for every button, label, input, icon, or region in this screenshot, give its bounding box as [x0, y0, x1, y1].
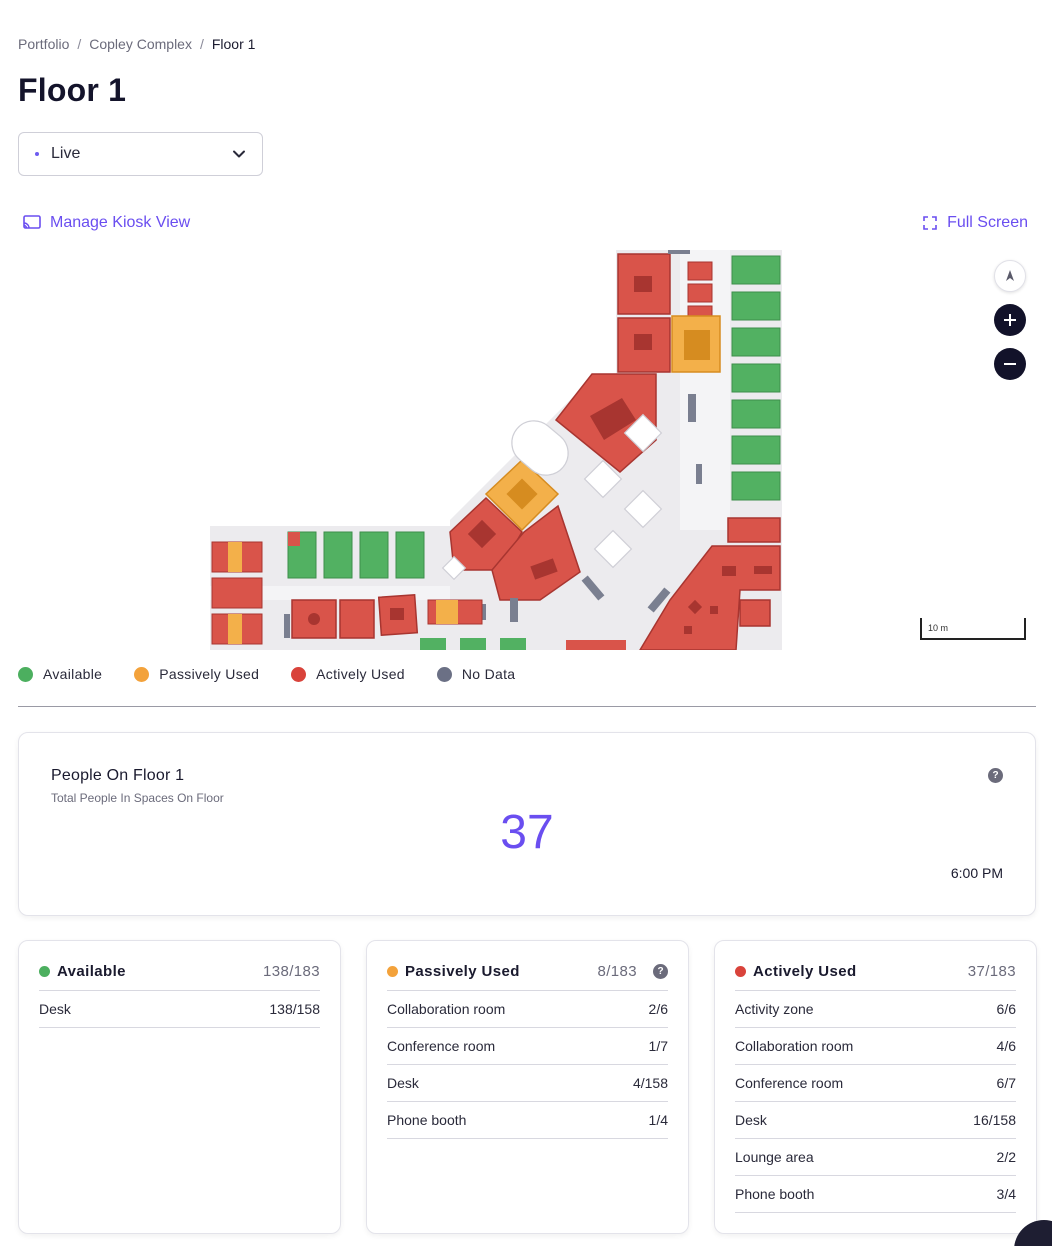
full-screen-label: Full Screen: [947, 214, 1028, 231]
row-value: 6/6: [996, 1001, 1016, 1017]
table-row: Phone booth 3/4: [735, 1176, 1016, 1213]
legend-label: Available: [43, 666, 103, 682]
live-dot-icon: [35, 152, 39, 156]
card-title: Available: [57, 962, 126, 980]
compass-icon: [1006, 270, 1014, 281]
breadcrumb-separator: /: [77, 36, 82, 52]
legend-dot-icon: [134, 666, 150, 682]
actively-used-card: Actively Used 37/183 Activity zone 6/6 C…: [714, 940, 1037, 1234]
fullscreen-icon: [923, 216, 937, 230]
breadcrumb-current: Floor 1: [211, 36, 256, 52]
legend-label: Passively Used: [159, 666, 260, 682]
card-header: Available 138/183: [39, 961, 320, 981]
table-row: Collaboration room 2/6: [387, 991, 668, 1028]
zoom-in-button[interactable]: [994, 304, 1026, 336]
card-header: Passively Used 8/183 ?: [387, 961, 668, 981]
table-row: Conference room 1/7: [387, 1028, 668, 1065]
legend-no-data: No Data: [436, 666, 516, 682]
people-count: 37: [500, 806, 554, 859]
row-label: Collaboration room: [735, 1038, 854, 1054]
row-label: Conference room: [387, 1038, 496, 1054]
card-total: 8/183: [597, 962, 637, 980]
card-total: 37/183: [967, 962, 1016, 980]
zoom-in-icon: [1004, 314, 1016, 326]
map-scale-bar: 10 m: [920, 618, 1026, 640]
people-on-floor-card: People On Floor 1 Total People In Spaces…: [18, 732, 1036, 916]
legend-label: Actively Used: [316, 666, 405, 682]
status-dot-icon: [735, 965, 746, 977]
status-dot-icon: [39, 965, 50, 977]
row-value: 2/6: [648, 1001, 668, 1017]
card-title: Actively Used: [753, 962, 857, 980]
card-rows: Activity zone 6/6 Collaboration room 4/6…: [735, 990, 1016, 1213]
help-icon[interactable]: ?: [988, 768, 1003, 783]
table-row: Desk 4/158: [387, 1065, 668, 1102]
row-value: 1/4: [648, 1112, 668, 1128]
legend-dot-icon: [18, 666, 33, 682]
row-label: Desk: [39, 1001, 71, 1017]
legend-label: No Data: [461, 666, 516, 682]
legend-dot-icon: [436, 666, 452, 682]
row-value: 4/6: [996, 1038, 1016, 1054]
legend-dot-icon: [291, 666, 307, 682]
people-card-title: People On Floor 1: [51, 767, 185, 784]
mode-select[interactable]: Live: [18, 132, 263, 176]
table-row: Desk 16/158: [735, 1102, 1016, 1139]
table-row: Activity zone 6/6: [735, 991, 1016, 1028]
available-card: Available 138/183 Desk 138/158: [18, 940, 341, 1234]
manage-kiosk-view-label: Manage Kiosk View: [50, 214, 191, 231]
map-scale-label: 10 m: [928, 623, 949, 633]
help-icon[interactable]: ?: [653, 963, 668, 979]
table-row: Lounge area 2/2: [735, 1139, 1016, 1176]
legend-passively-used: Passively Used: [134, 666, 259, 682]
card-title: Passively Used: [405, 962, 520, 980]
people-card-subtitle: Total People In Spaces On Floor: [51, 791, 224, 805]
manage-kiosk-view-link[interactable]: Manage Kiosk View: [22, 214, 190, 232]
chevron-down-icon: [233, 150, 245, 158]
table-row: Collaboration room 4/6: [735, 1028, 1016, 1065]
row-value: 1/7: [648, 1038, 668, 1054]
breadcrumb-copley-complex[interactable]: Copley Complex: [89, 36, 192, 52]
table-row: Phone booth 1/4: [387, 1102, 668, 1139]
floor-plan[interactable]: [210, 250, 782, 650]
table-row: Desk 138/158: [39, 991, 320, 1028]
legend-actively-used: Actively Used: [291, 666, 405, 682]
section-divider: [18, 706, 1036, 707]
passively-used-card: Passively Used 8/183 ? Collaboration roo…: [366, 940, 689, 1234]
row-label: Lounge area: [735, 1149, 814, 1165]
status-dot-icon: [387, 965, 398, 977]
row-label: Phone booth: [735, 1186, 815, 1202]
row-value: 16/158: [973, 1112, 1016, 1128]
zoom-out-button[interactable]: [994, 348, 1026, 380]
breadcrumb-portfolio[interactable]: Portfolio: [18, 36, 70, 52]
row-label: Activity zone: [735, 1001, 814, 1017]
breadcrumb-separator: /: [199, 36, 204, 52]
map-legend: Available Passively Used Actively Used N…: [18, 666, 515, 682]
breadcrumb: Portfolio / Copley Complex / Floor 1: [18, 36, 255, 52]
card-total: 138/183: [262, 962, 320, 980]
row-value: 3/4: [996, 1186, 1016, 1202]
legend-available: Available: [18, 666, 102, 682]
mode-select-value: Live: [51, 145, 81, 162]
row-value: 4/158: [632, 1075, 668, 1091]
compass-button[interactable]: [994, 260, 1026, 292]
row-label: Desk: [735, 1112, 767, 1128]
row-label: Phone booth: [387, 1112, 467, 1128]
cast-icon: [23, 215, 41, 229]
card-header: Actively Used 37/183: [735, 961, 1016, 981]
row-label: Desk: [387, 1075, 419, 1091]
floor-map[interactable]: 10 m: [18, 248, 1036, 652]
page-title: Floor 1: [18, 72, 127, 108]
row-value: 138/158: [269, 1001, 320, 1017]
zoom-out-icon: [1004, 363, 1016, 365]
card-rows: Collaboration room 2/6 Conference room 1…: [387, 990, 668, 1139]
full-screen-link[interactable]: Full Screen: [923, 214, 1028, 232]
row-value: 6/7: [996, 1075, 1016, 1091]
row-label: Conference room: [735, 1075, 844, 1091]
row-label: Collaboration room: [387, 1001, 506, 1017]
table-row: Conference room 6/7: [735, 1065, 1016, 1102]
row-value: 2/2: [996, 1149, 1016, 1165]
card-rows: Desk 138/158: [39, 990, 320, 1028]
people-time: 6:00 PM: [950, 865, 1003, 881]
